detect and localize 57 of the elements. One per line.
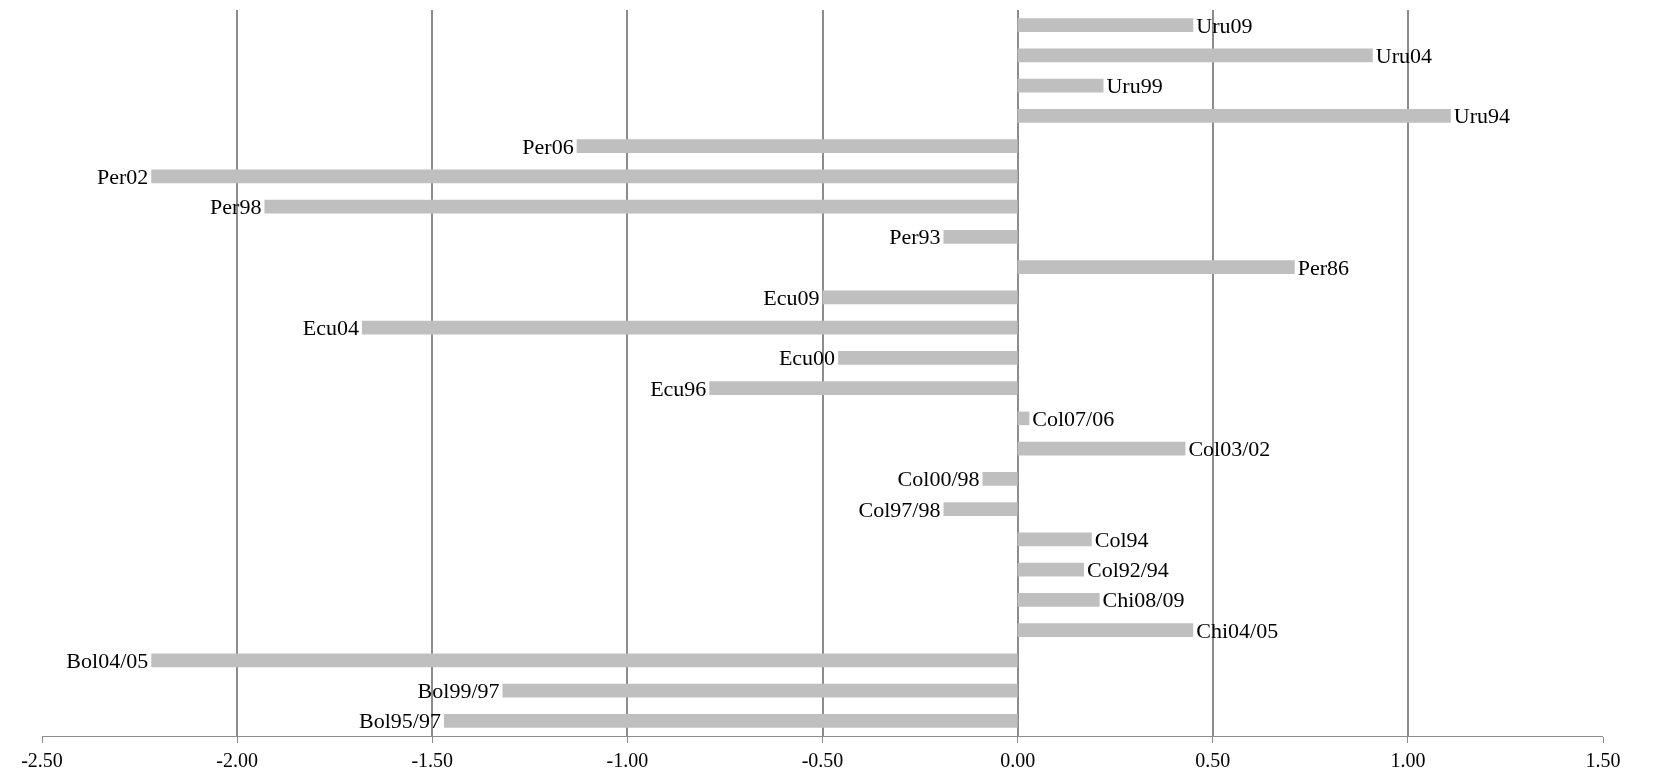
- bar: [264, 199, 1018, 214]
- bar: [1017, 411, 1030, 426]
- y-tick-label: Per93: [889, 224, 941, 250]
- y-tick-label: Uru99: [1106, 73, 1163, 99]
- bar: [151, 169, 1018, 184]
- x-tick-label: 0.00: [1000, 749, 1036, 771]
- bar: [443, 714, 1018, 728]
- bar: [1017, 562, 1084, 577]
- x-tick-label: 0.50: [1195, 749, 1231, 771]
- bar: [1017, 109, 1451, 123]
- y-tick-label: Chi04/05: [1196, 617, 1279, 643]
- y-tick-label: Bol04/05: [66, 647, 149, 673]
- y-tick-label: Per06: [522, 133, 574, 159]
- bar: [1017, 623, 1194, 637]
- y-tick-label: Ecu09: [763, 284, 820, 310]
- y-tick-label: Bol99/97: [417, 678, 500, 704]
- y-tick-label: Ecu04: [302, 315, 360, 341]
- y-tick-label: Uru09: [1196, 12, 1253, 38]
- x-tick-label: 1.50: [1585, 749, 1621, 771]
- y-tick-label: Col92/94: [1086, 557, 1169, 583]
- y-tick-label: Ecu00: [778, 345, 836, 371]
- y-tick-label: Col97/98: [858, 496, 941, 522]
- bar: [362, 320, 1018, 335]
- y-tick-label: Per86: [1297, 254, 1350, 280]
- x-tick-label: -1.50: [411, 749, 454, 771]
- bar: [709, 381, 1018, 395]
- bar: [838, 351, 1018, 365]
- x-tick-label: -0.50: [801, 749, 844, 771]
- bar: [1017, 260, 1295, 274]
- bar: [982, 472, 1018, 486]
- y-tick-label: Chi08/09: [1102, 587, 1185, 613]
- y-tick-label: Bol95/97: [359, 708, 441, 734]
- bar: [1017, 593, 1100, 607]
- bar: [943, 502, 1018, 516]
- bar: [151, 653, 1018, 668]
- bar: [1017, 48, 1373, 63]
- x-tick-label: -2.00: [216, 749, 258, 771]
- y-tick-label: Col94: [1094, 526, 1149, 552]
- bar: [1017, 78, 1104, 93]
- x-tick-label: -2.50: [21, 749, 63, 771]
- bar: [502, 683, 1018, 698]
- bar: [943, 230, 1018, 244]
- bar: [1017, 532, 1092, 547]
- y-tick-label: Col03/02: [1188, 436, 1271, 462]
- y-tick-label: Per98: [210, 194, 262, 220]
- bar: [576, 139, 1018, 153]
- y-tick-label: Col07/06: [1032, 405, 1115, 431]
- x-tick-label: -1.00: [606, 749, 649, 771]
- y-tick-label: Per02: [96, 163, 149, 189]
- bar: [1017, 441, 1186, 456]
- y-tick-label: Ecu96: [650, 375, 707, 401]
- bar: [822, 290, 1018, 305]
- bar: [1017, 18, 1194, 32]
- x-tick-label: 1.00: [1390, 749, 1426, 771]
- y-tick-label: Col00/98: [897, 466, 980, 492]
- y-tick-label: Uru94: [1453, 103, 1511, 129]
- y-tick-label: Uru04: [1375, 42, 1432, 68]
